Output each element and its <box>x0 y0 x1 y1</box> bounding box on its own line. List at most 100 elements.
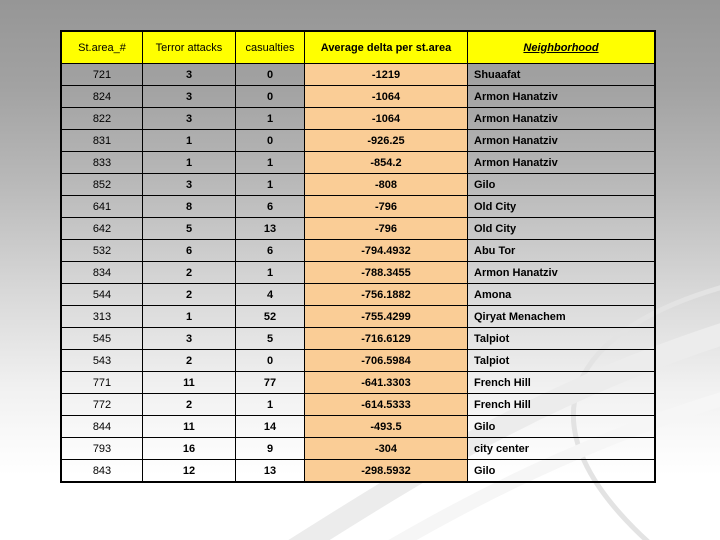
starea-cell: 831 <box>60 129 143 152</box>
neighborhood-cell: Qiryat Menachem <box>467 305 656 328</box>
average-delta-cell: -1064 <box>304 85 468 108</box>
neighborhood-cell: Gilo <box>467 415 656 438</box>
neighborhood-cell: Old City <box>467 195 656 218</box>
casualties-cell: 1 <box>235 393 305 416</box>
terror-attacks-cell: 3 <box>142 85 236 108</box>
table-row: 313 1 52 -755.4299 Qiryat Menachem <box>60 305 656 328</box>
table-row: 641 8 6 -796 Old City <box>60 195 656 218</box>
neighborhood-cell: French Hill <box>467 371 656 394</box>
table-row: 544 2 4 -756.1882 Amona <box>60 283 656 306</box>
starea-cell: 834 <box>60 261 143 284</box>
starea-cell: 641 <box>60 195 143 218</box>
table-row: 824 3 0 -1064 Armon Hanatziv <box>60 85 656 108</box>
neighborhood-cell: Armon Hanatziv <box>467 129 656 152</box>
casualties-cell: 77 <box>235 371 305 394</box>
casualties-cell: 0 <box>235 349 305 372</box>
average-delta-cell: -788.3455 <box>304 261 468 284</box>
neighborhood-cell: Amona <box>467 283 656 306</box>
table-header-row: St.area_# Terror attacks casualties Aver… <box>60 30 656 64</box>
neighborhood-cell: Armon Hanatziv <box>467 151 656 174</box>
terror-attacks-cell: 3 <box>142 63 236 86</box>
table-row: 833 1 1 -854.2 Armon Hanatziv <box>60 151 656 174</box>
header-neighborhood: Neighborhood <box>467 30 656 64</box>
average-delta-cell: -756.1882 <box>304 283 468 306</box>
table-row: 772 2 1 -614.5333 French Hill <box>60 393 656 416</box>
casualties-cell: 1 <box>235 261 305 284</box>
neighborhood-cell: Shuaafat <box>467 63 656 86</box>
neighborhood-cell: Talpiot <box>467 327 656 350</box>
casualties-cell: 6 <box>235 239 305 262</box>
terror-attacks-cell: 3 <box>142 173 236 196</box>
terror-attacks-cell: 2 <box>142 349 236 372</box>
average-delta-cell: -794.4932 <box>304 239 468 262</box>
average-delta-cell: -796 <box>304 217 468 240</box>
starea-cell: 852 <box>60 173 143 196</box>
average-delta-cell: -796 <box>304 195 468 218</box>
terror-attacks-cell: 3 <box>142 107 236 130</box>
average-delta-cell: -926.25 <box>304 129 468 152</box>
table-body: 721 3 0 -1219 Shuaafat 824 3 0 -1064 Armon Hanatz… <box>60 63 656 483</box>
average-delta-cell: -298.5932 <box>304 459 468 483</box>
terror-attacks-cell: 1 <box>142 305 236 328</box>
starea-cell: 844 <box>60 415 143 438</box>
table-row: 543 2 0 -706.5984 Talpiot <box>60 349 656 372</box>
casualties-cell: 0 <box>235 85 305 108</box>
casualties-cell: 1 <box>235 151 305 174</box>
casualties-cell: 4 <box>235 283 305 306</box>
neighborhood-cell: Armon Hanatziv <box>467 107 656 130</box>
casualties-cell: 0 <box>235 129 305 152</box>
table-row: 793 16 9 -304 city center <box>60 437 656 460</box>
terror-attacks-cell: 5 <box>142 217 236 240</box>
starea-cell: 833 <box>60 151 143 174</box>
casualties-cell: 6 <box>235 195 305 218</box>
average-delta-cell: -304 <box>304 437 468 460</box>
neighborhood-cell: city center <box>467 437 656 460</box>
terror-attacks-cell: 16 <box>142 437 236 460</box>
average-delta-cell: -755.4299 <box>304 305 468 328</box>
terror-attacks-cell: 1 <box>142 129 236 152</box>
terror-attacks-cell: 12 <box>142 459 236 483</box>
starea-cell: 532 <box>60 239 143 262</box>
table-row: 822 3 1 -1064 Armon Hanatziv <box>60 107 656 130</box>
neighborhood-cell: Abu Tor <box>467 239 656 262</box>
neighborhood-cell: Armon Hanatziv <box>467 85 656 108</box>
starea-cell: 313 <box>60 305 143 328</box>
average-delta-cell: -614.5333 <box>304 393 468 416</box>
table-row: 852 3 1 -808 Gilo <box>60 173 656 196</box>
terror-attacks-cell: 6 <box>142 239 236 262</box>
table-row: 831 1 0 -926.25 Armon Hanatziv <box>60 129 656 152</box>
terror-attacks-cell: 1 <box>142 151 236 174</box>
average-delta-cell: -493.5 <box>304 415 468 438</box>
table-row: 721 3 0 -1219 Shuaafat <box>60 63 656 86</box>
average-delta-cell: -1064 <box>304 107 468 130</box>
table-header: St.area_# Terror attacks casualties Aver… <box>60 30 656 64</box>
starea-cell: 721 <box>60 63 143 86</box>
terror-attacks-cell: 2 <box>142 283 236 306</box>
starea-cell: 822 <box>60 107 143 130</box>
header-starea: St.area_# <box>60 30 143 64</box>
average-delta-cell: -1219 <box>304 63 468 86</box>
terror-statistics-table: St.area_# Terror attacks casualties Aver… <box>60 30 656 483</box>
starea-cell: 772 <box>60 393 143 416</box>
terror-attacks-cell: 11 <box>142 371 236 394</box>
table-row: 545 3 5 -716.6129 Talpiot <box>60 327 656 350</box>
casualties-cell: 13 <box>235 217 305 240</box>
starea-cell: 843 <box>60 459 143 483</box>
neighborhood-cell: Old City <box>467 217 656 240</box>
casualties-cell: 1 <box>235 107 305 130</box>
average-delta-cell: -641.3303 <box>304 371 468 394</box>
average-delta-cell: -808 <box>304 173 468 196</box>
starea-cell: 771 <box>60 371 143 394</box>
terror-attacks-cell: 8 <box>142 195 236 218</box>
table-row: 843 12 13 -298.5932 Gilo <box>60 459 656 483</box>
casualties-cell: 14 <box>235 415 305 438</box>
average-delta-cell: -854.2 <box>304 151 468 174</box>
casualties-cell: 13 <box>235 459 305 483</box>
table-row: 834 2 1 -788.3455 Armon Hanatziv <box>60 261 656 284</box>
header-casualties: casualties <box>235 30 305 64</box>
neighborhood-cell: Armon Hanatziv <box>467 261 656 284</box>
table-row: 642 5 13 -796 Old City <box>60 217 656 240</box>
starea-cell: 824 <box>60 85 143 108</box>
terror-attacks-cell: 2 <box>142 261 236 284</box>
